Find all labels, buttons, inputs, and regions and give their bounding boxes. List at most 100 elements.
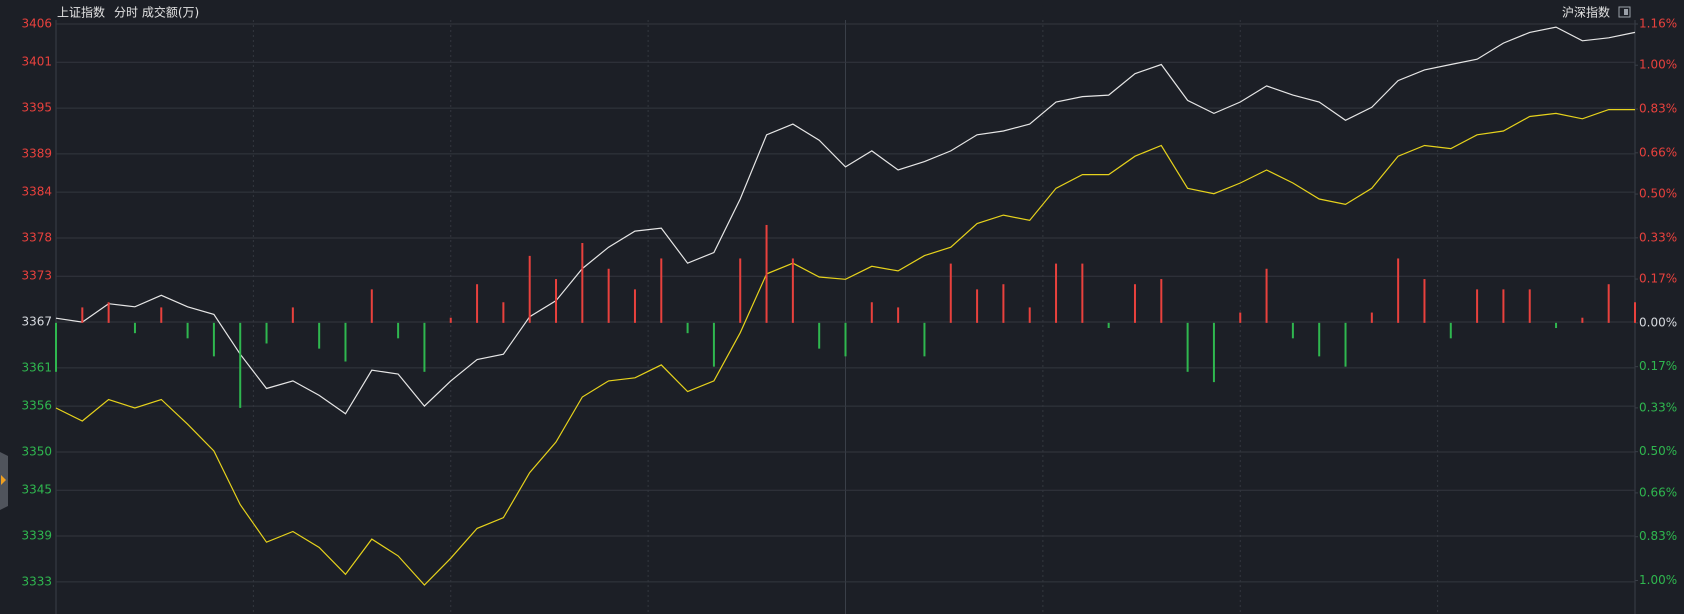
y2-tick-label: 0.66%	[1639, 145, 1677, 159]
volume-bar	[818, 322, 821, 349]
volume-bar	[555, 279, 558, 323]
volume-bar	[844, 322, 847, 357]
y2-tick-label: 1.16%	[1639, 17, 1677, 31]
volume-bar	[1055, 263, 1058, 323]
volume-bar	[1476, 289, 1479, 323]
volume-bar	[1502, 289, 1505, 323]
y2-tick-label: 0.83%	[1639, 102, 1677, 116]
volume-bar	[1634, 302, 1636, 323]
volume-bar	[107, 302, 110, 323]
volume-bar	[55, 322, 57, 372]
volume-bar	[660, 258, 663, 323]
y-tick-label: 3378	[21, 230, 52, 244]
volume-bar	[791, 258, 794, 323]
y2-tick-label: 0.50%	[1639, 444, 1677, 458]
volume-bar	[976, 289, 979, 323]
index-name: 沪深指数	[1562, 5, 1610, 20]
volume-bar	[1291, 322, 1294, 339]
y-tick-label: 3339	[21, 529, 52, 543]
volume-bar	[397, 322, 400, 339]
y2-tick-label: 1.00%	[1639, 573, 1677, 587]
chart-title: 上证指数	[57, 5, 105, 20]
volume-bar	[212, 322, 215, 357]
y2-tick-label: 0.17%	[1639, 359, 1677, 373]
volume-bar	[1107, 322, 1110, 329]
volume-bar	[1607, 284, 1610, 323]
volume-bar	[581, 242, 584, 323]
volume-bar	[1581, 317, 1584, 323]
volume-bar	[1528, 289, 1531, 323]
volume-bar	[897, 307, 900, 323]
y2-tick-label: 0.33%	[1639, 400, 1677, 414]
volume-bar	[1239, 312, 1242, 323]
side-tab-arrow	[1, 475, 6, 485]
volume-bar	[528, 255, 531, 323]
volume-bar	[765, 224, 768, 323]
volume-bar	[686, 322, 689, 334]
y2-tick-label: 0.33%	[1639, 230, 1677, 244]
volume-bar	[1555, 322, 1558, 329]
y2-tick-label: 0.17%	[1639, 272, 1677, 286]
y-tick-label: 3389	[21, 146, 52, 160]
volume-bar	[1397, 258, 1400, 323]
volume-bar	[502, 302, 505, 323]
volume-bar	[81, 307, 84, 323]
volume-bar	[1370, 312, 1373, 323]
volume-bar	[607, 268, 610, 323]
volume-bar	[739, 258, 742, 323]
y-tick-label: 3401	[21, 55, 52, 69]
volume-bar	[449, 317, 452, 323]
y2-tick-label: 0.50%	[1639, 187, 1677, 201]
y-tick-label: 3350	[21, 444, 52, 458]
y-tick-label: 3395	[21, 101, 52, 115]
y-tick-label: 3361	[21, 360, 52, 374]
volume-bar	[923, 322, 926, 357]
volume-bar	[1449, 322, 1452, 339]
volume-bar	[1318, 322, 1321, 357]
y-tick-label: 3406	[21, 17, 52, 31]
volume-bar	[712, 322, 715, 367]
y-tick-label: 3373	[21, 269, 52, 283]
price-line	[55, 26, 1636, 415]
y-tick-label: 3356	[21, 399, 52, 413]
y-tick-label: 3367	[21, 315, 52, 329]
y2-tick-label: 0.66%	[1639, 485, 1677, 499]
toggle-icon-fill	[1624, 9, 1628, 15]
volume-bar	[265, 322, 268, 344]
volume-bar	[1002, 284, 1005, 323]
volume-bar	[1423, 279, 1426, 323]
volume-bar	[1160, 279, 1163, 323]
volume-bar	[186, 322, 189, 339]
volume-bar	[370, 289, 373, 323]
volume-bar	[423, 322, 426, 372]
volume-bar	[633, 289, 636, 323]
price-line	[55, 109, 1635, 586]
volume-bar	[1186, 322, 1189, 372]
volume-bar	[949, 263, 952, 323]
volume-bar	[291, 307, 294, 323]
volume-bar	[1081, 263, 1084, 323]
volume-bar	[318, 322, 321, 349]
y2-tick-label: 0.00%	[1639, 315, 1677, 329]
volume-bar	[1028, 307, 1031, 323]
volume-bar	[239, 322, 242, 408]
volume-bar	[1133, 284, 1136, 323]
volume-bar	[1265, 268, 1268, 323]
chart-subtitle: 分时 成交额(万)	[114, 5, 199, 20]
volume-bar	[344, 322, 347, 362]
y2-tick-label: 0.83%	[1639, 529, 1677, 543]
volume-bar	[1344, 322, 1347, 367]
volume-bar	[133, 322, 136, 334]
volume-bar	[1212, 322, 1215, 383]
y2-tick-label: 1.00%	[1639, 58, 1677, 72]
volume-bar	[160, 307, 163, 323]
volume-bar	[476, 284, 479, 323]
y-tick-label: 3384	[21, 185, 52, 199]
y-tick-label: 3345	[21, 483, 52, 497]
toggle-icon[interactable]	[1618, 6, 1631, 18]
y-tick-label: 3333	[21, 574, 52, 588]
volume-bar	[870, 302, 873, 323]
